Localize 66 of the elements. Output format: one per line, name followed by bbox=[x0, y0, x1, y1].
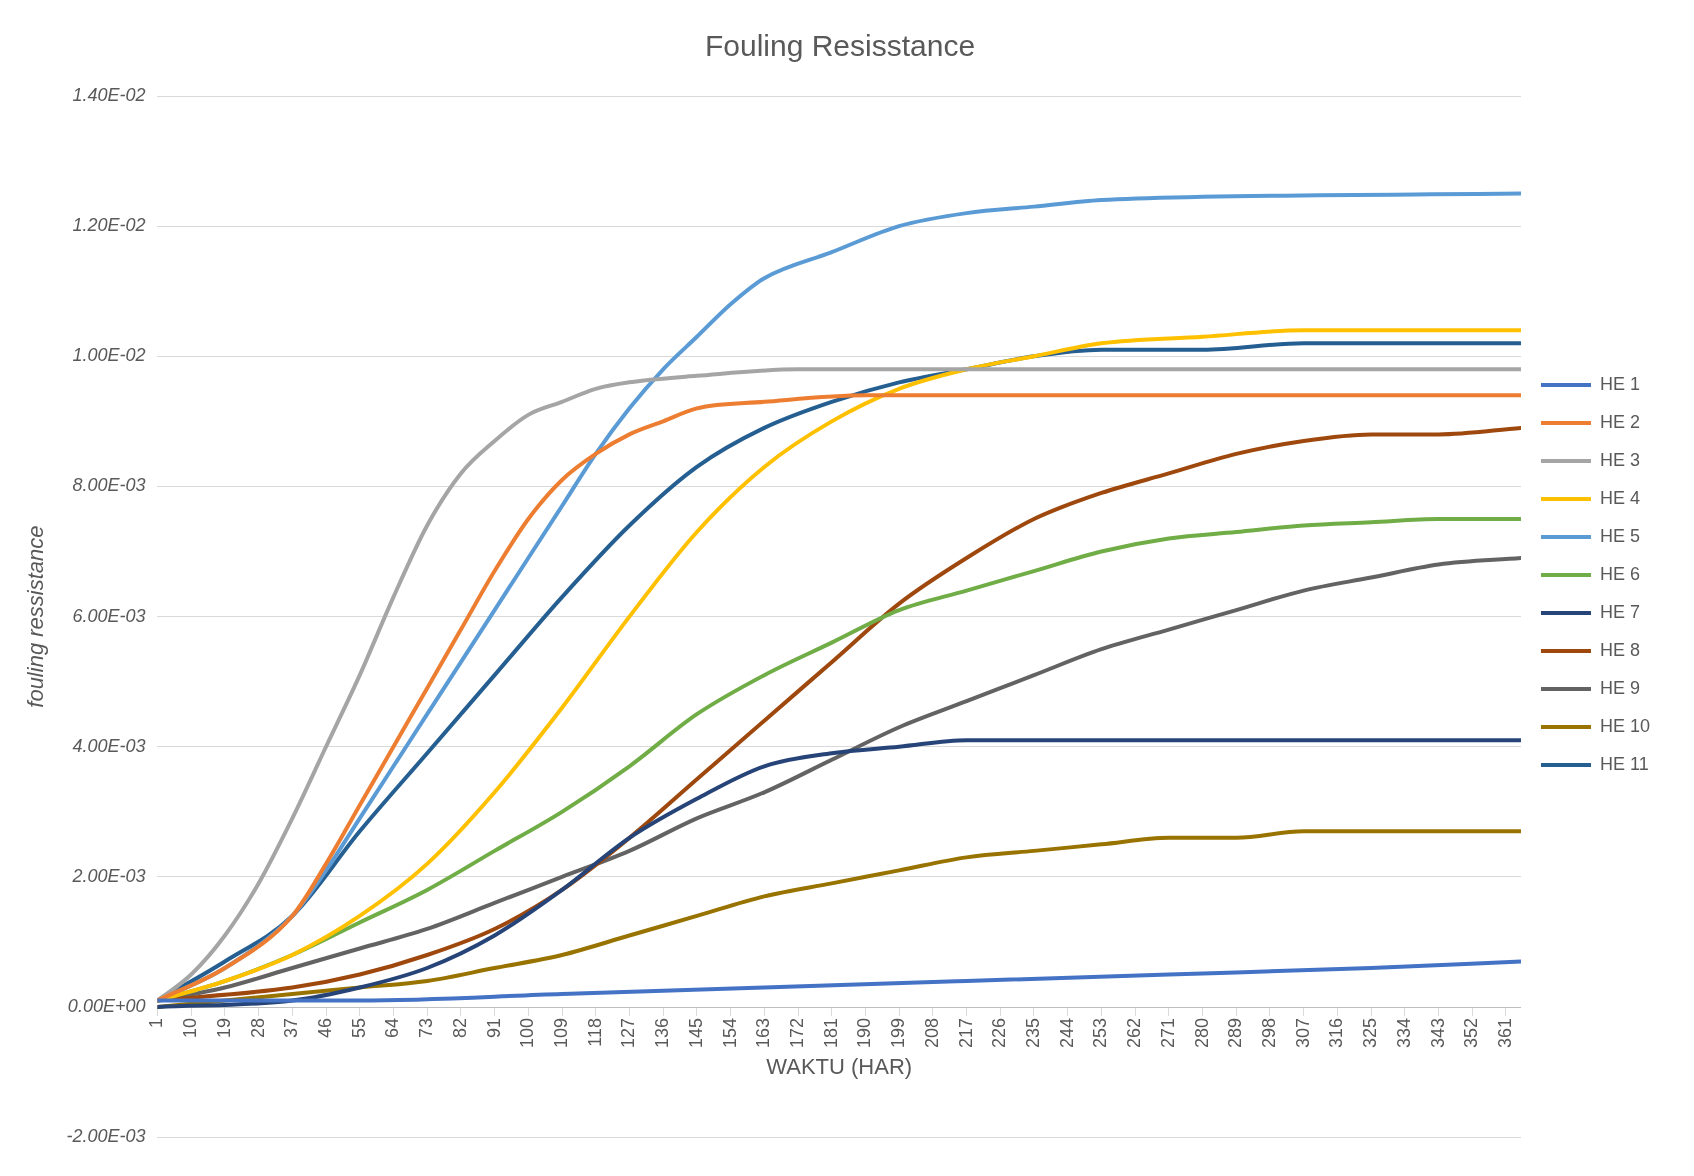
x-tick-label: 289 bbox=[1225, 1018, 1246, 1049]
x-tick-label: 55 bbox=[348, 1018, 369, 1039]
x-tick-label: 163 bbox=[753, 1018, 774, 1049]
x-tick-label: 100 bbox=[517, 1018, 538, 1049]
x-tick-label: 280 bbox=[1191, 1018, 1212, 1049]
x-tick-label: 226 bbox=[989, 1018, 1010, 1049]
x-tick-label: 46 bbox=[314, 1018, 335, 1039]
legend-label: HE 2 bbox=[1599, 411, 1640, 432]
y-axis-title: fouling ressistance bbox=[23, 525, 49, 708]
legend-label: HE 6 bbox=[1599, 563, 1640, 584]
x-tick-label: 190 bbox=[854, 1018, 875, 1049]
x-tick-label: 235 bbox=[1022, 1018, 1043, 1049]
legend-label: HE 3 bbox=[1599, 449, 1640, 470]
x-axis-title: WAKTU (HAR) bbox=[766, 1054, 913, 1080]
x-tick-label: 307 bbox=[1292, 1018, 1313, 1049]
x-tick-label: 118 bbox=[584, 1018, 605, 1047]
y-tick-label: 4.00E-03 bbox=[72, 735, 146, 756]
x-tick-label: 37 bbox=[281, 1018, 302, 1039]
y-tick-label: 2.00E-03 bbox=[71, 865, 146, 886]
x-tick-label: 172 bbox=[786, 1018, 807, 1049]
legend-label: HE 10 bbox=[1599, 715, 1650, 736]
x-tick-label: 82 bbox=[449, 1018, 470, 1039]
y-tick-label: 6.00E-03 bbox=[72, 605, 146, 626]
x-tick-label: 352 bbox=[1461, 1018, 1482, 1049]
x-tick-label: 298 bbox=[1258, 1018, 1279, 1049]
x-tick-label: 73 bbox=[416, 1018, 437, 1039]
y-tick-label: 1.20E-02 bbox=[72, 215, 146, 236]
x-tick-label: 127 bbox=[618, 1018, 639, 1049]
x-tick-label: 253 bbox=[1090, 1018, 1111, 1049]
x-tick-label: 28 bbox=[247, 1018, 268, 1039]
x-tick-label: 316 bbox=[1326, 1018, 1347, 1049]
legend-label: HE 9 bbox=[1599, 677, 1640, 698]
x-tick-label: 145 bbox=[685, 1018, 706, 1049]
y-tick-label: 1.00E-02 bbox=[72, 345, 146, 366]
legend-label: HE 1 bbox=[1599, 373, 1640, 394]
x-tick-label: 1 bbox=[146, 1018, 167, 1029]
x-tick-label: 154 bbox=[719, 1018, 740, 1049]
line-series bbox=[157, 738, 1521, 1010]
x-tick-label: 91 bbox=[483, 1018, 504, 1039]
legend-label: HE 8 bbox=[1599, 639, 1640, 660]
x-tick-label: 109 bbox=[550, 1018, 571, 1049]
y-tick-label: 8.00E-03 bbox=[72, 475, 146, 496]
y-tick-label: -2.00E-03 bbox=[66, 1126, 146, 1147]
x-tick-label: 19 bbox=[213, 1018, 234, 1039]
legend-label: HE 4 bbox=[1599, 487, 1640, 508]
x-tick-label: 343 bbox=[1427, 1018, 1448, 1049]
x-tick-label: 325 bbox=[1360, 1018, 1381, 1049]
x-tick-label: 271 bbox=[1157, 1018, 1178, 1049]
y-tick-label: 0.00E+00 bbox=[67, 996, 146, 1017]
x-tick-label: 10 bbox=[180, 1018, 201, 1039]
x-tick-label: 262 bbox=[1124, 1018, 1145, 1049]
x-tick-label: 199 bbox=[888, 1018, 909, 1049]
legend-label: HE 11 bbox=[1599, 753, 1649, 774]
legend-label: HE 5 bbox=[1599, 525, 1640, 546]
x-tick-label: 136 bbox=[652, 1018, 673, 1049]
x-tick-label: 244 bbox=[1056, 1018, 1077, 1049]
x-tick-label: 217 bbox=[955, 1018, 976, 1049]
x-tick-label: 64 bbox=[382, 1018, 403, 1039]
x-tick-label: 361 bbox=[1494, 1018, 1515, 1049]
x-tick-label: 181 bbox=[820, 1018, 841, 1049]
legend-label: HE 7 bbox=[1599, 601, 1640, 622]
y-tick-label: 1.40E-02 bbox=[72, 85, 146, 105]
line-series bbox=[157, 959, 1521, 1003]
chart-title: Fouling Resisstance bbox=[704, 29, 976, 63]
x-tick-label: 334 bbox=[1393, 1018, 1414, 1049]
x-tick-label: 208 bbox=[921, 1018, 942, 1049]
